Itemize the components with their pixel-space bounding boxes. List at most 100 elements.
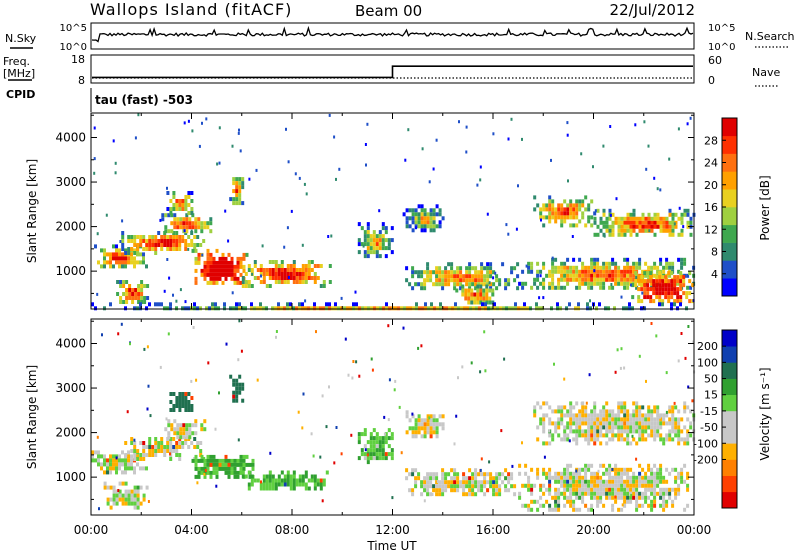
scatter-cell	[486, 282, 490, 287]
scatter-cell	[137, 296, 141, 300]
scatter-cell	[146, 407, 149, 411]
scatter-cell	[632, 495, 636, 500]
scatter-cell	[465, 150, 468, 154]
scatter-cell	[641, 475, 645, 480]
scatter-cell	[188, 225, 192, 230]
scatter-cell	[118, 252, 121, 257]
scatter-cell	[248, 462, 252, 467]
scatter-cell	[244, 284, 248, 288]
scatter-cell	[483, 480, 487, 485]
scatter-cell	[206, 466, 210, 471]
scatter-cell	[121, 458, 124, 463]
scatter-cell	[557, 491, 561, 496]
scatter-cell	[178, 445, 182, 449]
scatter-cell	[429, 278, 433, 283]
scatter-cell	[166, 239, 170, 243]
scatter-cell	[686, 220, 690, 225]
scatter-cell	[647, 425, 651, 430]
scatter-cell	[175, 306, 178, 311]
scatter-cell	[521, 441, 523, 445]
scatter-cell	[533, 207, 537, 212]
scatter-cell	[578, 479, 582, 484]
scatter-cell	[626, 257, 630, 262]
scatter-cell	[566, 281, 570, 286]
scatter-cell	[142, 247, 146, 251]
scatter-cell	[203, 427, 207, 432]
scatter-cell	[426, 216, 430, 221]
scatter-cell	[637, 279, 641, 284]
scatter-cell	[444, 282, 448, 287]
scatter-cell	[662, 216, 666, 221]
scatter-cell	[420, 274, 424, 279]
scatter-cell	[292, 260, 296, 264]
scatter-cell	[420, 434, 424, 439]
scatter-cell	[501, 262, 505, 267]
scatter-cell	[408, 488, 412, 493]
scatter-cell	[635, 457, 638, 461]
scatter-cell	[185, 225, 189, 230]
scatter-cell	[221, 260, 225, 265]
scatter-cell	[655, 287, 659, 292]
scatter-cell	[542, 413, 546, 418]
scatter-cell	[671, 216, 675, 221]
scatter-cell	[617, 467, 621, 472]
scatter-cell	[441, 274, 445, 279]
scatter-cell	[662, 499, 666, 504]
scatter-cell	[533, 405, 537, 410]
scatter-cell	[188, 423, 192, 428]
scatter-cell	[578, 269, 582, 274]
scatter-cell	[133, 243, 137, 247]
scatter-cell	[674, 475, 678, 480]
scatter-cell	[372, 440, 376, 445]
scatter-cell	[598, 302, 601, 307]
scatter-cell	[596, 273, 600, 278]
scatter-cell	[260, 274, 262, 278]
scatter-cell	[274, 264, 278, 268]
scatter-cell	[637, 299, 641, 304]
scatter-cell	[602, 503, 606, 508]
scatter-cell	[634, 123, 637, 127]
scatter-cell	[145, 239, 149, 243]
scatter-cell	[595, 306, 598, 311]
scatter-cell	[569, 499, 573, 504]
scatter-cell	[587, 413, 591, 418]
scatter-cell	[194, 225, 198, 230]
scatter-cell	[623, 273, 627, 278]
scatter-cell	[112, 489, 116, 494]
scatter-cell	[670, 302, 673, 307]
scatter-cell	[133, 306, 136, 311]
scatter-cell	[494, 271, 497, 275]
scatter-cell	[644, 425, 648, 430]
scatter-cell	[159, 365, 162, 369]
scatter-cell	[569, 503, 573, 508]
scatter-cell	[136, 489, 140, 494]
scatter-cell	[106, 252, 109, 257]
scatter-cell	[602, 413, 606, 418]
scatter-cell	[269, 451, 272, 455]
scatter-cell	[94, 450, 97, 455]
scatter-cell	[596, 413, 600, 418]
scatter-cell	[677, 409, 681, 414]
scatter-cell	[187, 445, 191, 449]
scatter-cell	[238, 185, 242, 190]
scatter-cell	[578, 495, 582, 500]
scatter-cell	[112, 252, 115, 257]
scatter-cell	[590, 421, 594, 426]
scatter-cell	[465, 480, 469, 485]
scatter-cell	[106, 470, 109, 475]
scatter-cell	[566, 471, 570, 476]
colorbar-segment	[722, 135, 737, 154]
scatter-cell	[343, 306, 346, 311]
scatter-cell	[402, 326, 405, 330]
scatter-cell	[572, 269, 576, 274]
scatter-cell	[566, 479, 570, 484]
scatter-cell	[277, 272, 281, 276]
scatter-cell	[203, 264, 207, 269]
scatter-cell	[608, 421, 612, 426]
scatter-cell	[480, 282, 484, 287]
scatter-cell	[175, 231, 179, 235]
scatter-cell	[599, 273, 603, 278]
scatter-cell	[638, 417, 642, 422]
scatter-cell	[136, 251, 140, 255]
